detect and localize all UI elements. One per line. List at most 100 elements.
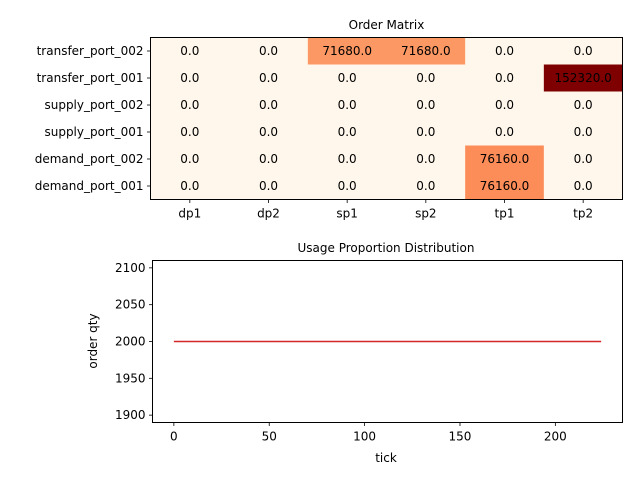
heatmap-cell-label: 0.0 [259, 44, 278, 58]
heatmap-cell-label: 0.0 [495, 44, 514, 58]
heatmap-cell-label: 71680.0 [401, 44, 451, 58]
line-x-tick-label: 0 [170, 430, 178, 444]
heatmap-cell [150, 118, 230, 146]
heatmap-cell [150, 145, 230, 173]
heatmap-cell-label: 0.0 [416, 152, 435, 166]
heatmap-cell-label: 71680.0 [322, 44, 372, 58]
heatmap-cell [386, 37, 466, 65]
heatmap-cell-label: 0.0 [180, 179, 199, 193]
heatmap-y-tick-label: transfer_port_002 [37, 44, 144, 58]
heatmap-cell-label: 0.0 [574, 44, 593, 58]
line-y-tick-label: 2050 [115, 298, 146, 312]
heatmap-cell [307, 64, 387, 92]
heatmap-x-tick-label: sp1 [336, 207, 358, 221]
heatmap-frame [150, 37, 623, 200]
heatmap-cell-label: 0.0 [416, 125, 435, 139]
heatmap-cell-label: 0.0 [180, 71, 199, 85]
heatmap-cell-label: 0.0 [180, 152, 199, 166]
heatmap-x-ticks: dp1 dp2 sp1 sp2 tp1 tp2 [178, 199, 593, 221]
heatmap-cell [543, 172, 623, 200]
heatmap-y-tick-label: demand_port_001 [35, 179, 144, 193]
heatmap-y-tick-label: demand_port_002 [35, 152, 144, 166]
heatmap-cell [386, 64, 466, 92]
heatmap-cell [229, 172, 309, 200]
heatmap-cell [229, 91, 309, 119]
heatmap-cell-label: 0.0 [259, 179, 278, 193]
heatmap-cell [229, 37, 309, 65]
heatmap-cell [229, 64, 309, 92]
heatmap-cell-label: 0.0 [495, 125, 514, 139]
heatmap-cell-label: 0.0 [338, 98, 357, 112]
heatmap-cell [465, 172, 545, 200]
usage-line-chart: Usage Proportion Distribution 0 50 100 150 2… [86, 241, 623, 465]
heatmap-cell-label: 0.0 [574, 125, 593, 139]
heatmap-cell [150, 91, 230, 119]
heatmap-cell [543, 91, 623, 119]
heatmap-cell-label: 0.0 [338, 71, 357, 85]
heatmap-cell-label: 152320.0 [555, 71, 612, 85]
line-y-tick-label: 2100 [115, 261, 146, 275]
heatmap-cell-labels: 0.0 0.0 71680.0 71680.0 0.0 0.0 0.0 0.0 0.0 0.0 0.… [180, 44, 612, 193]
heatmap-cell-label: 0.0 [416, 98, 435, 112]
heatmap-cell-label: 76160.0 [480, 152, 530, 166]
heatmap-cell-label: 0.0 [574, 152, 593, 166]
line-y-axis-label: order qty [86, 313, 100, 368]
line-x-tick-label: 50 [262, 430, 277, 444]
line-x-axis-label: tick [375, 451, 397, 465]
heatmap-y-tick-label: supply_port_001 [44, 125, 143, 139]
line-x-tick-label: 100 [353, 430, 376, 444]
heatmap-cell-label: 0.0 [259, 125, 278, 139]
heatmap-cell-label: 0.0 [259, 152, 278, 166]
heatmap-cell-label: 0.0 [259, 71, 278, 85]
heatmap-cell [386, 118, 466, 146]
heatmap-cell [543, 64, 623, 92]
heatmap-cell [465, 37, 545, 65]
heatmap-cell [465, 145, 545, 173]
heatmap-cell-label: 0.0 [180, 125, 199, 139]
line-y-tick-label: 1900 [115, 408, 146, 422]
line-y-tick-label: 2000 [115, 335, 146, 349]
heatmap-cell [386, 91, 466, 119]
heatmap-x-tick-label: dp1 [178, 207, 201, 221]
heatmap-y-tick-label: transfer_port_001 [37, 71, 144, 85]
heatmap-cell [543, 118, 623, 146]
heatmap-cell [465, 91, 545, 119]
heatmap-cell [150, 37, 230, 65]
heatmap-cell [307, 37, 387, 65]
heatmap-cell-label: 0.0 [495, 98, 514, 112]
heatmap-title: Order Matrix [349, 18, 425, 32]
heatmap-cell-label: 0.0 [338, 179, 357, 193]
heatmap-cell [543, 37, 623, 65]
heatmap-cell [150, 64, 230, 92]
heatmap-x-tick-label: tp2 [573, 207, 593, 221]
heatmap-cell-label: 0.0 [338, 125, 357, 139]
line-chart-title: Usage Proportion Distribution [298, 241, 475, 255]
heatmap-cell [386, 145, 466, 173]
heatmap-cell [307, 118, 387, 146]
heatmap-cell [465, 118, 545, 146]
heatmap-y-ticks: transfer_port_002 transfer_port_001supply… [35, 44, 151, 193]
heatmap-cell [307, 172, 387, 200]
heatmap-x-tick-label: dp2 [257, 207, 280, 221]
line-x-tick-label: 150 [449, 430, 472, 444]
heatmap-cell-label: 0.0 [416, 71, 435, 85]
line-y-ticks: 1900 1950 2000 2050 2100 [115, 261, 153, 422]
heatmap-cell-label: 0.0 [574, 179, 593, 193]
heatmap-cell [386, 172, 466, 200]
line-x-tick-label: 200 [544, 430, 567, 444]
heatmap-cell [229, 145, 309, 173]
heatmap-cells [150, 37, 623, 200]
heatmap-cell-label: 0.0 [574, 98, 593, 112]
heatmap-cell-label: 76160.0 [480, 179, 530, 193]
heatmap-cell [229, 118, 309, 146]
heatmap-cell [307, 145, 387, 173]
heatmap-cell-label: 0.0 [495, 71, 514, 85]
order-matrix-heatmap: Order Matrix 0.0 0.0 71680.0 71680.0 0.0 0.00… [35, 18, 623, 221]
heatmap-cell [543, 145, 623, 173]
heatmap-cell [465, 64, 545, 92]
heatmap-y-tick-label: supply_port_002 [44, 98, 143, 112]
line-x-ticks: 0 50 100 150 200 [170, 422, 567, 444]
heatmap-cell-label: 0.0 [416, 179, 435, 193]
heatmap-cell [307, 91, 387, 119]
